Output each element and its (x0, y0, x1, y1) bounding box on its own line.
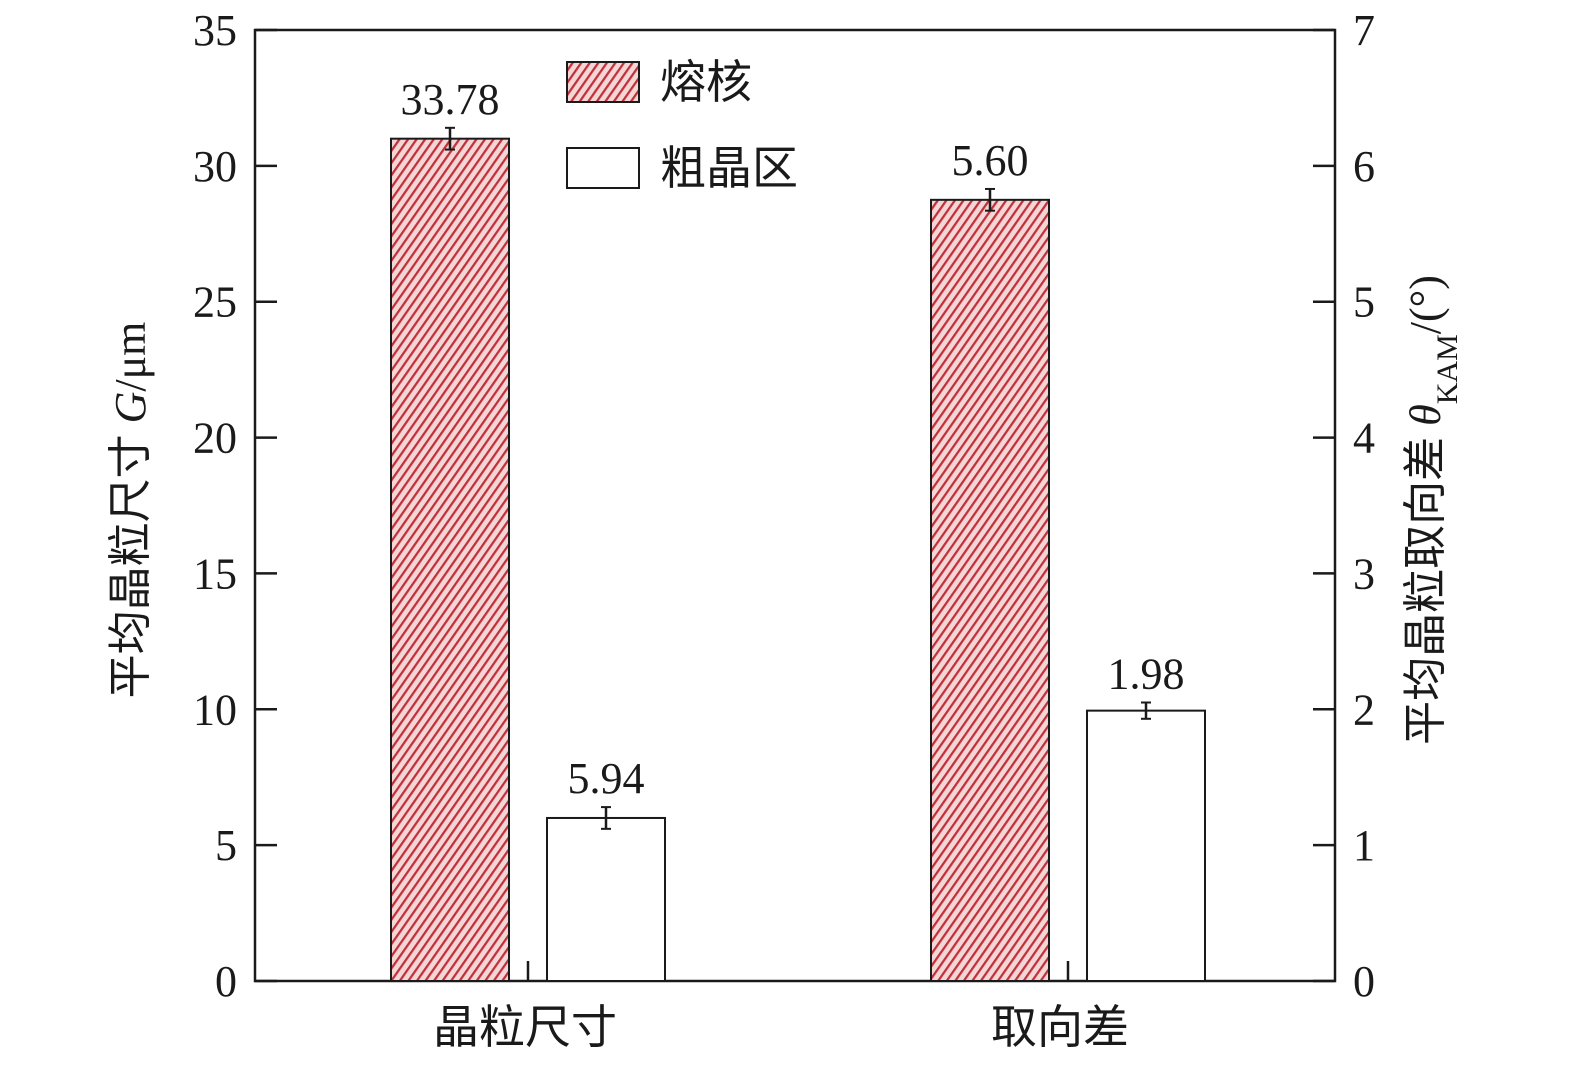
right-tick-label-7: 7 (1353, 6, 1375, 55)
right-tick-label-6: 6 (1353, 142, 1375, 191)
data-label-1: 5.94 (568, 754, 645, 803)
left-tick-label-5: 25 (193, 278, 237, 327)
bars: 33.78 5.94 5.60 1.98 (390, 75, 1206, 983)
left-tick-label-4: 20 (193, 414, 237, 463)
left-tick-label-3: 15 (193, 549, 237, 598)
left-tick-label-7: 35 (193, 6, 237, 55)
x-category-label-1: 取向差 (991, 1002, 1129, 1053)
plot-frame (253, 28, 1337, 983)
right-tick-label-3: 3 (1353, 549, 1375, 598)
legend: 熔核 粗晶区 (566, 57, 798, 194)
data-label-2: 5.60 (952, 136, 1029, 185)
plot-border (253, 28, 1337, 983)
right-tick-label-2: 2 (1353, 685, 1375, 734)
bar-coarse-grain-1 (1086, 709, 1206, 982)
x-category-label-0: 晶粒尺寸 (433, 1002, 617, 1053)
right-y-axis: 0 1 2 3 4 5 6 7 (1313, 6, 1375, 1006)
left-axis-title: 平均晶粒尺寸 G/μm (106, 322, 155, 699)
bar-coarse-grain-0 (546, 816, 666, 982)
right-axis-title: 平均晶粒取向差 θKAM/(°) (1401, 275, 1464, 745)
bar-nugget-0 (390, 137, 510, 982)
data-label-0: 33.78 (401, 75, 500, 124)
left-tick-label-1: 5 (215, 821, 237, 870)
right-tick-label-0: 0 (1353, 957, 1375, 1006)
left-tick-label-6: 30 (193, 142, 237, 191)
right-tick-label-5: 5 (1353, 278, 1375, 327)
x-axis: 晶粒尺寸 取向差 (433, 961, 1129, 1053)
left-tick-label-0: 0 (215, 957, 237, 1006)
left-y-axis: 0 5 10 15 20 25 30 35 (193, 6, 277, 1006)
legend-label-series-0: 熔核 (660, 57, 752, 108)
data-label-3: 1.98 (1108, 649, 1185, 698)
left-tick-label-2: 10 (193, 685, 237, 734)
right-tick-label-1: 1 (1353, 821, 1375, 870)
bar-nugget-1 (930, 198, 1050, 983)
right-tick-label-4: 4 (1353, 414, 1375, 463)
legend-swatch-series-0 (566, 61, 640, 103)
legend-swatch-series-1 (566, 147, 640, 189)
legend-label-series-1: 粗晶区 (660, 143, 798, 194)
